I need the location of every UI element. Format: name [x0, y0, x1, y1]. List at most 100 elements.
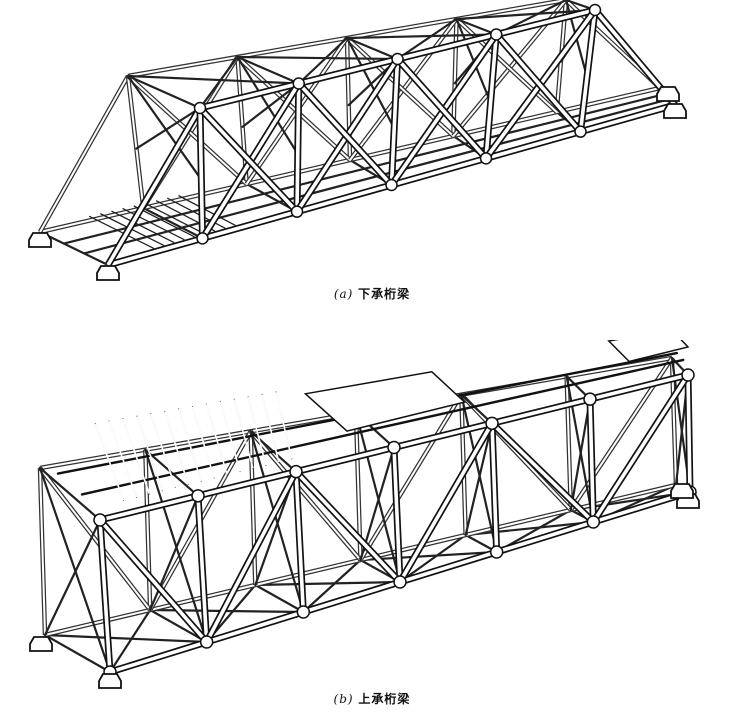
through-truss-drawing — [28, 0, 687, 281]
top-gusset-plate — [93, 513, 107, 527]
bottom-gusset-plate — [296, 605, 311, 619]
bottom-lateral-brace — [464, 520, 595, 537]
front-diagonal-inner — [494, 33, 582, 133]
top-gusset-plate — [387, 440, 401, 455]
deck-cross-beam — [144, 448, 200, 497]
railway-tie-inner — [122, 418, 151, 495]
top-gusset-plate — [588, 3, 602, 17]
front-vertical-inner — [588, 399, 596, 523]
deck-girder-box — [607, 340, 690, 363]
front-vertical-inner — [686, 374, 692, 493]
sway-brace — [460, 393, 498, 554]
bottom-lateral-brace — [108, 608, 152, 674]
railway-tie-inner — [94, 423, 125, 501]
front-vertical-inner — [294, 471, 306, 613]
bearing — [98, 673, 122, 689]
bearing — [28, 232, 52, 248]
front-vertical-inner — [295, 83, 301, 212]
front-vertical-inner — [196, 495, 209, 643]
back-diagonal-inner — [460, 393, 572, 511]
bottom-gusset-plate — [199, 635, 214, 649]
top-gusset-plate — [583, 392, 597, 406]
sway-brace — [354, 411, 402, 584]
railway-tie-inner — [136, 416, 164, 491]
back-vertical-inner — [236, 56, 248, 185]
bearing — [29, 636, 53, 652]
top-strut — [126, 74, 202, 110]
sway-brace — [126, 74, 203, 181]
bearing — [96, 265, 120, 281]
railway-tie-inner — [191, 406, 215, 479]
sway-brace — [236, 55, 299, 156]
back-vertical-inner — [144, 449, 152, 611]
bottom-lateral-brace — [398, 533, 467, 584]
railway-tie-inner — [150, 413, 177, 488]
top-gusset-plate — [193, 101, 207, 115]
front-vertical-inner — [578, 9, 597, 132]
bottom-strut — [149, 608, 208, 644]
stringer — [62, 92, 667, 245]
railway-tie-inner — [205, 404, 228, 475]
deck-girder-box — [303, 370, 467, 432]
front-end-post-inner — [106, 107, 202, 266]
back-diagonal-inner — [249, 430, 362, 561]
top-lateral-brace — [345, 33, 498, 40]
deck-tie — [133, 205, 195, 238]
bottom-gusset-plate — [586, 515, 601, 529]
front-diagonal-inner — [591, 374, 690, 523]
top-lateral-brace — [198, 55, 239, 110]
top-lateral-brace — [236, 55, 399, 61]
front-diagonal-inner — [396, 57, 488, 160]
caption-a-text: 下承桁梁 — [358, 287, 411, 301]
sway-brace — [249, 430, 305, 614]
top-gusset-plate — [289, 464, 303, 479]
back-vertical-inner — [452, 18, 458, 137]
bottom-gusset-plate — [385, 178, 398, 192]
back-diagonal-inner — [236, 56, 351, 161]
front-vertical-inner — [392, 447, 402, 583]
sway-brace — [241, 82, 300, 128]
top-lateral-brace — [396, 17, 458, 61]
back-diagonal-inner — [39, 467, 151, 611]
deck-cross-beam — [460, 393, 494, 425]
bottom-lateral-brace — [359, 550, 498, 562]
cross-girder — [142, 206, 204, 240]
through-truss-figure — [0, 0, 744, 285]
bearing — [656, 86, 680, 102]
caption-a-label: (a) — [333, 287, 354, 301]
caption-b-label: (b) — [333, 692, 354, 706]
railway-tie-inner — [219, 401, 241, 472]
front-diagonal-inner — [205, 470, 298, 643]
railway-tie-inner — [164, 411, 189, 485]
bottom-gusset-plate — [393, 575, 407, 589]
front-vertical-inner — [98, 519, 112, 673]
front-diagonal-inner — [98, 518, 209, 644]
deck-tie — [122, 208, 185, 241]
top-strut — [345, 36, 399, 61]
caption-b-text: 上承桁梁 — [358, 692, 411, 706]
sway-brace — [455, 17, 492, 104]
top-gusset-plate — [681, 368, 695, 382]
front-vertical-inner — [389, 58, 400, 186]
bottom-gusset-plate — [574, 125, 587, 138]
bearing — [663, 103, 687, 119]
sway-brace — [38, 466, 112, 674]
deck-truss-drawing — [29, 340, 700, 689]
back-vertical-inner — [460, 394, 467, 536]
back-vertical-inner — [39, 467, 46, 636]
sway-brace — [345, 36, 396, 130]
top-gusset-plate — [485, 416, 499, 431]
top-gusset-plate — [292, 77, 305, 90]
top-lateral-brace — [455, 8, 597, 21]
railway-tie-inner — [261, 394, 280, 463]
top-gusset-plate — [191, 489, 205, 503]
railway-tie-inner — [233, 399, 254, 469]
front-diagonal-inner — [398, 422, 494, 583]
bottom-gusset-plate — [290, 205, 304, 218]
bottom-lateral-brace — [43, 633, 208, 644]
deck-truss-figure — [0, 340, 744, 690]
sway-brace — [43, 518, 102, 637]
sway-brace — [135, 106, 202, 150]
back-diagonal-inner — [359, 394, 463, 561]
railway-tie-inner — [108, 420, 138, 498]
